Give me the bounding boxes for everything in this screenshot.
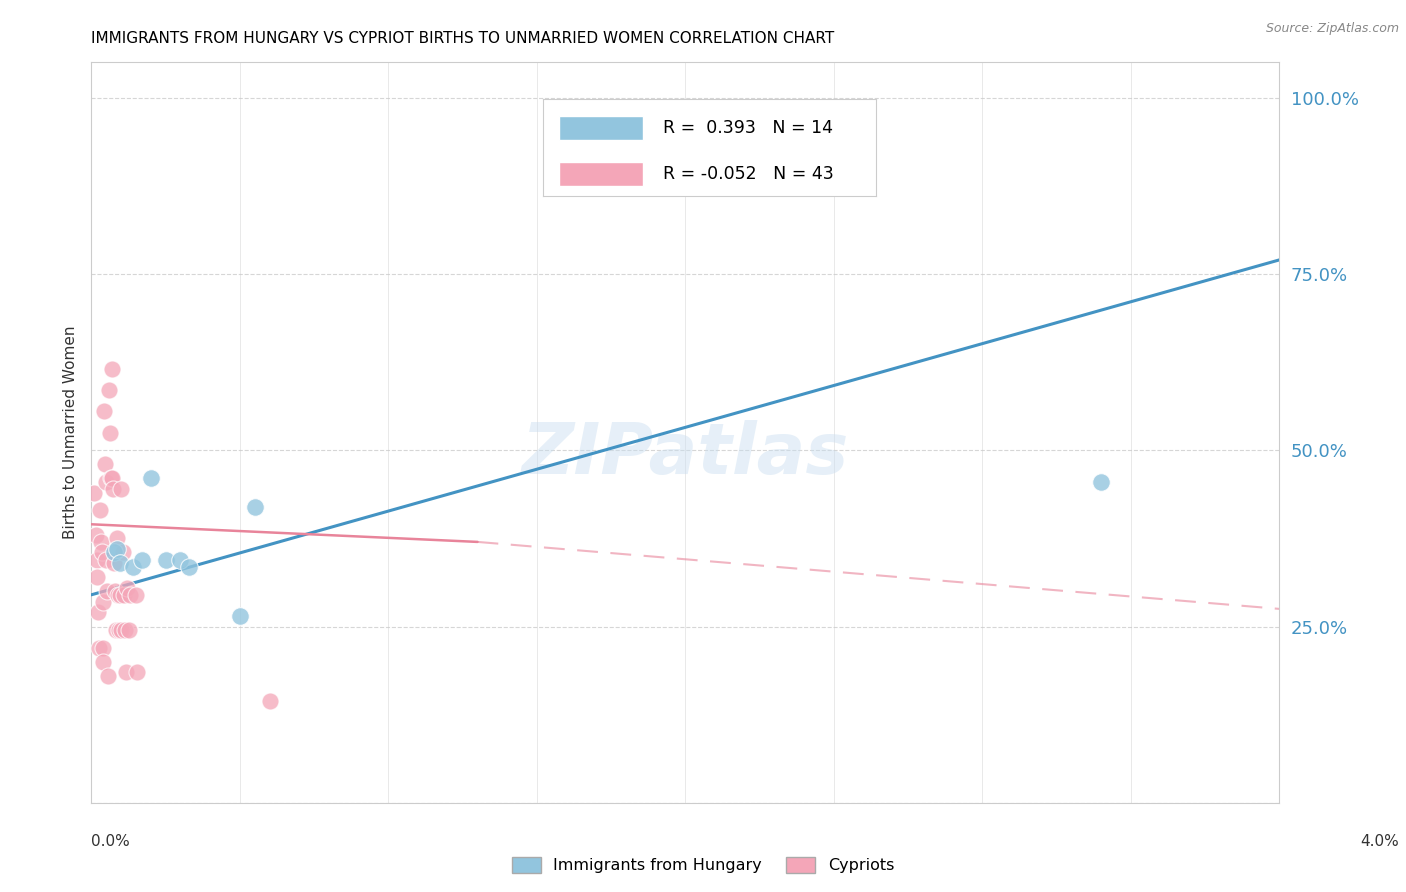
Point xyxy=(117,623,139,637)
Point xyxy=(107,623,129,637)
Point xyxy=(91,640,114,655)
Point xyxy=(110,482,132,496)
Point xyxy=(83,485,105,500)
Point xyxy=(89,503,111,517)
Text: R = -0.052   N = 43: R = -0.052 N = 43 xyxy=(662,165,834,183)
Point xyxy=(114,665,136,680)
Text: 0.0%: 0.0% xyxy=(91,834,131,849)
FancyBboxPatch shape xyxy=(560,162,643,186)
Point xyxy=(103,556,125,570)
Point xyxy=(101,482,124,496)
Point xyxy=(555,108,578,122)
FancyBboxPatch shape xyxy=(560,116,643,140)
Point xyxy=(104,623,127,637)
Point xyxy=(155,552,177,566)
Y-axis label: Births to Unmarried Women: Births to Unmarried Women xyxy=(62,326,77,540)
Point xyxy=(243,500,266,514)
Point xyxy=(96,584,118,599)
Point xyxy=(90,535,112,549)
Point xyxy=(94,475,117,489)
Point xyxy=(91,655,114,669)
Point xyxy=(229,609,252,624)
Point xyxy=(139,471,162,485)
Point xyxy=(90,545,112,559)
Point xyxy=(852,108,875,122)
Point xyxy=(86,552,108,566)
Point xyxy=(114,623,136,637)
Point xyxy=(108,556,131,570)
Point xyxy=(86,570,108,584)
Point xyxy=(105,532,128,546)
Text: IMMIGRANTS FROM HUNGARY VS CYPRIOT BIRTHS TO UNMARRIED WOMEN CORRELATION CHART: IMMIGRANTS FROM HUNGARY VS CYPRIOT BIRTH… xyxy=(91,31,835,46)
Point xyxy=(96,552,118,566)
Point xyxy=(93,404,115,418)
Point xyxy=(122,559,145,574)
Text: 4.0%: 4.0% xyxy=(1360,834,1399,849)
Point xyxy=(91,595,114,609)
Text: Source: ZipAtlas.com: Source: ZipAtlas.com xyxy=(1265,22,1399,36)
Point xyxy=(103,545,125,559)
Point xyxy=(169,552,191,566)
Text: ZIPatlas: ZIPatlas xyxy=(522,420,849,490)
Legend: Immigrants from Hungary, Cypriots: Immigrants from Hungary, Cypriots xyxy=(506,850,900,880)
Point xyxy=(118,588,141,602)
Point xyxy=(108,588,131,602)
Text: R =  0.393   N = 14: R = 0.393 N = 14 xyxy=(662,119,832,136)
Point xyxy=(107,588,129,602)
Point xyxy=(131,552,153,566)
Point xyxy=(98,425,121,440)
Point xyxy=(100,471,122,485)
Point xyxy=(110,623,132,637)
Point xyxy=(112,588,135,602)
Point xyxy=(101,362,124,376)
Point xyxy=(111,545,134,559)
Point xyxy=(104,584,127,599)
Point xyxy=(1090,475,1112,489)
Point xyxy=(115,581,138,595)
Point xyxy=(127,665,149,680)
Point xyxy=(179,559,201,574)
Point xyxy=(105,541,128,556)
Point xyxy=(97,669,120,683)
Point xyxy=(98,384,121,398)
Point xyxy=(94,458,117,472)
Point xyxy=(125,588,148,602)
Point xyxy=(100,471,122,485)
Point xyxy=(87,606,110,620)
Point xyxy=(84,528,107,542)
Point xyxy=(87,640,110,655)
Point xyxy=(259,693,281,707)
